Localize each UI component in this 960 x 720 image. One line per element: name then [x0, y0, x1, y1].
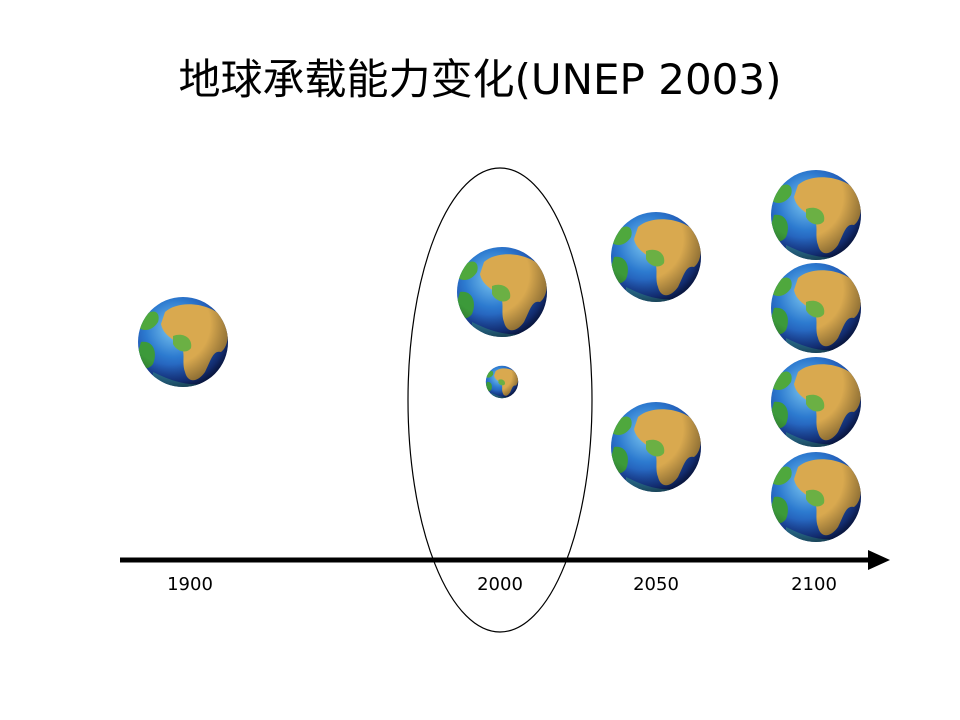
- earth: [770, 170, 861, 265]
- earth: [770, 357, 861, 452]
- year-label: 2000: [477, 574, 523, 595]
- earth: [770, 452, 861, 547]
- timeline-arrow: [868, 550, 890, 570]
- year-label: 2100: [791, 574, 837, 595]
- earth: [610, 402, 701, 497]
- earth-small: [485, 366, 518, 400]
- earth: [770, 263, 861, 358]
- year-label: 1900: [167, 574, 213, 595]
- earth: [610, 212, 701, 307]
- highlight-ellipse: [407, 167, 593, 633]
- title: 地球承载能力变化(UNEP 2003): [178, 55, 781, 104]
- earth: [456, 247, 547, 342]
- year-label: 2050: [633, 574, 679, 595]
- earth: [137, 297, 228, 392]
